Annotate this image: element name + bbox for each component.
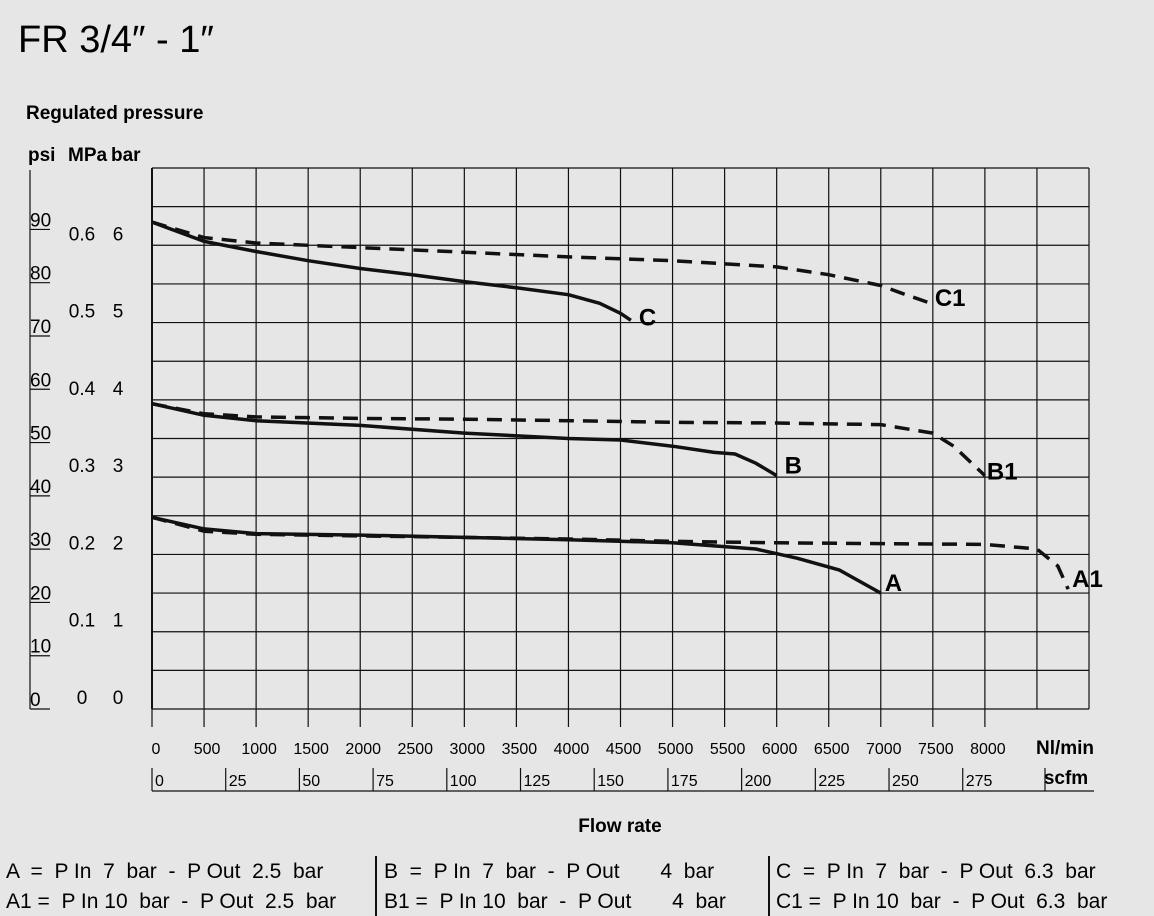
y-unit-mpa: MPa	[68, 145, 108, 166]
y-tick-label-psi: 80	[30, 264, 51, 285]
legend-entry: C1 = P In 10 bar - P Out 6.3 bar	[776, 890, 1107, 913]
x-tick-label-nlmin: 5500	[710, 741, 746, 758]
curves: C C1 B B1 A A1	[151, 220, 1103, 597]
x-tick-label-scfm: 25	[229, 773, 247, 790]
y-tick-label-psi: 30	[30, 530, 51, 551]
legend-entry: B1 = P In 10 bar - P Out 4 bar	[384, 890, 726, 913]
y-tick-label-bar: 2	[113, 533, 124, 554]
x-tick-label-nlmin: 5000	[658, 741, 694, 758]
legend-entry: A1 = P In 10 bar - P Out 2.5 bar	[6, 890, 336, 913]
x-tick-label-scfm: 75	[376, 773, 394, 790]
curve-c1	[151, 220, 934, 306]
curve-b1	[151, 401, 987, 477]
y-tick-label-mpa: 0	[77, 688, 88, 709]
x-tick-label-nlmin: 4500	[606, 741, 642, 758]
y-tick-label-psi: 60	[30, 370, 51, 391]
x-tick-label-nlmin: 2000	[345, 741, 381, 758]
curve-label-c1: C1	[935, 285, 966, 312]
y-tick-label-psi: 20	[30, 583, 51, 604]
curve-label-b: B	[785, 453, 802, 480]
y-tick-label-mpa: 0.1	[69, 611, 95, 632]
x-tick-label-nlmin: 8000	[970, 741, 1006, 758]
y-tick-label-bar: 3	[113, 456, 124, 477]
y-tick-label-mpa: 0.4	[69, 379, 96, 400]
curve-b	[151, 401, 778, 478]
x-tick-label-nlmin: 7000	[866, 741, 902, 758]
x-tick-label-nlmin: 500	[194, 741, 221, 758]
x-tick-label-nlmin: 6000	[762, 741, 798, 758]
y-tick-label-bar: 1	[113, 611, 124, 632]
curve-label-c: C	[639, 304, 656, 331]
y-tick-label-psi: 90	[30, 210, 51, 231]
x-tick-label-nlmin: 2500	[397, 741, 433, 758]
x-unit-scfm: scfm	[1044, 768, 1088, 789]
x-tick-label-scfm: 150	[597, 773, 624, 790]
y-tick-label-bar: 6	[113, 224, 124, 245]
y-tick-label-mpa: 0.6	[69, 224, 95, 245]
legend-table: A = P In 7 bar - P Out 2.5 bar B = P In 7…	[6, 856, 1107, 916]
y-tick-label-psi: 10	[30, 637, 51, 658]
curve-a1	[151, 515, 1070, 590]
x-tick-label-scfm: 175	[671, 773, 698, 790]
legend-entry: B = P In 7 bar - P Out 4 bar	[384, 860, 714, 883]
x-tick-label-nlmin: 1000	[241, 741, 277, 758]
curve-label-a1: A1	[1072, 566, 1103, 593]
y-tick-label-mpa: 0.2	[69, 533, 95, 554]
x-tick-label-scfm: 225	[818, 773, 845, 790]
curve-label-b1: B1	[987, 459, 1018, 486]
x-tick-label-nlmin: 0	[152, 741, 161, 758]
y-tick-label-psi: 40	[30, 477, 51, 498]
y-tick-label-psi: 0	[30, 690, 41, 711]
y-tick-label-mpa: 0.5	[69, 302, 95, 323]
legend-entry: A = P In 7 bar - P Out 2.5 bar	[6, 860, 323, 883]
x-tick-label-nlmin: 1500	[293, 741, 329, 758]
x-tick-label-scfm: 250	[892, 773, 919, 790]
x-unit-nlmin: Nl/min	[1036, 738, 1094, 759]
axis-ticks: 0 500 1000 1500 2000 2500 3000 3500 4000 4500 5000…	[30, 210, 1094, 792]
x-tick-label-nlmin: 7500	[918, 741, 954, 758]
x-tick-label-nlmin: 3500	[502, 741, 538, 758]
x-tick-label-scfm: 125	[524, 773, 551, 790]
y-unit-psi: psi	[28, 145, 55, 166]
curve-label-a: A	[885, 570, 902, 597]
x-tick-label-scfm: 100	[450, 773, 477, 790]
x-tick-label-nlmin: 4000	[554, 741, 590, 758]
y-tick-label-bar: 5	[113, 302, 124, 323]
x-tick-label-scfm: 200	[745, 773, 772, 790]
legend-entry: C = P In 7 bar - P Out 6.3 bar	[776, 860, 1096, 883]
x-tick-label-nlmin: 6500	[814, 741, 850, 758]
y-axis-title: Regulated pressure	[26, 103, 203, 124]
x-tick-label-scfm: 50	[302, 773, 320, 790]
curve-c	[151, 220, 632, 322]
y-tick-label-mpa: 0.3	[69, 456, 95, 477]
y-unit-bar: bar	[111, 145, 141, 166]
x-tick-label-nlmin: 3000	[450, 741, 486, 758]
plot-grid	[29, 167, 1090, 710]
x-tick-label-scfm: 0	[155, 773, 164, 790]
chart-title: FR 3/4″ - 1″	[18, 19, 214, 61]
y-tick-label-psi: 50	[30, 424, 51, 445]
y-tick-label-bar: 0	[113, 688, 124, 709]
y-tick-label-bar: 4	[113, 379, 124, 400]
x-tick-label-scfm: 275	[966, 773, 993, 790]
x-axis-title: Flow rate	[578, 816, 661, 837]
y-tick-label-psi: 70	[30, 317, 51, 338]
